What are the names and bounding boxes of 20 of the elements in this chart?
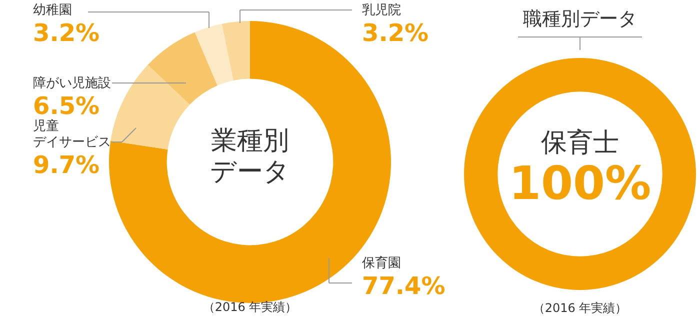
donut-slice	[194, 24, 234, 86]
data-label: 77.4%	[362, 272, 446, 300]
text: 業種別データ	[210, 126, 290, 187]
slice-label: 児童デイサービス	[33, 118, 111, 150]
donut-slice	[222, 21, 250, 80]
slice-label: 障がい児施設	[33, 76, 111, 91]
slice-label: 乳児院	[362, 3, 401, 18]
data-label: 9.7%	[33, 151, 100, 179]
donut-slice	[148, 32, 218, 105]
text: （2016 年実績）	[202, 300, 298, 314]
data-label: 6.5%	[33, 92, 100, 120]
chart-title: 職種別データ	[523, 8, 637, 30]
data-label: 3.2%	[362, 19, 429, 47]
text: （2016 年実績）	[532, 301, 628, 315]
data-label: 100%	[508, 156, 652, 210]
slice-label: 保育園	[362, 255, 401, 271]
donut-slice	[110, 64, 190, 150]
slice-label: 幼稚園	[33, 3, 72, 18]
slice-label: 保育士	[541, 128, 619, 158]
data-label: 3.2%	[33, 19, 100, 47]
